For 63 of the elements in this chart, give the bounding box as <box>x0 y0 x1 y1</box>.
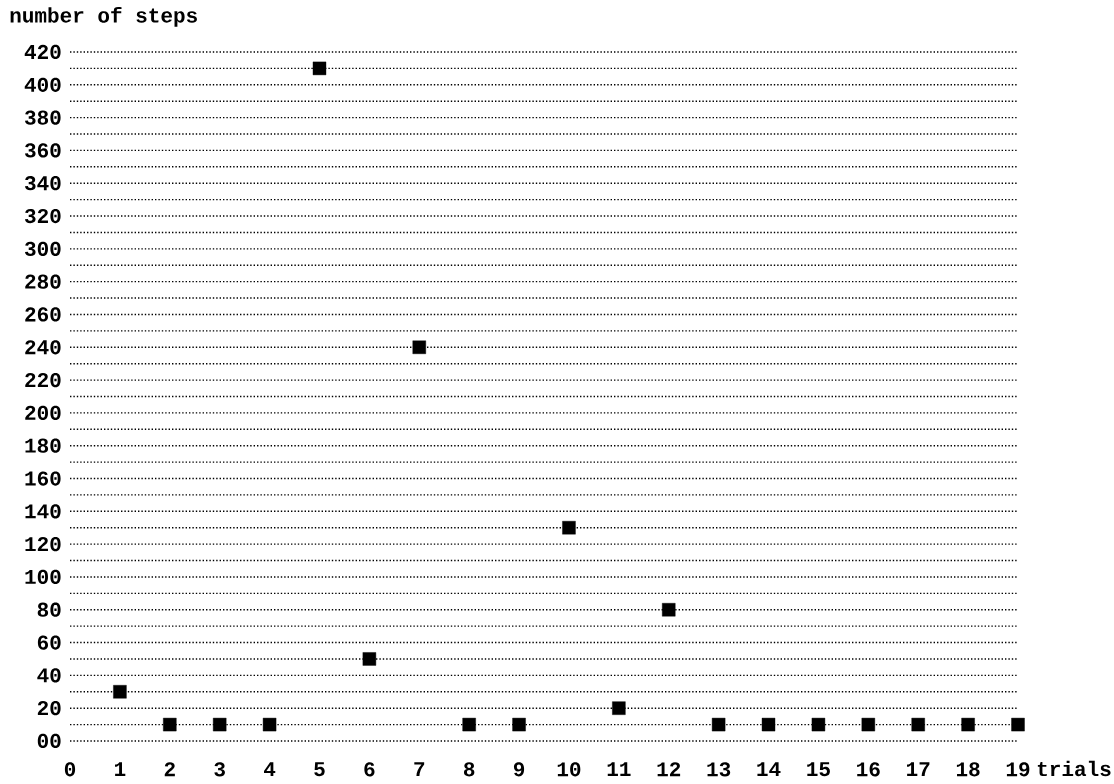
y-tick-label: 40 <box>37 668 61 683</box>
point <box>212 717 227 732</box>
y-tick-label: 140 <box>25 504 61 519</box>
y-tick-label: 340 <box>24 176 61 191</box>
y-tick-label: 280 <box>25 274 61 289</box>
y-tick-label: 120 <box>25 537 61 552</box>
x-tick-label: 9 <box>513 762 525 777</box>
x-tick-label: 14 <box>757 762 781 777</box>
point <box>113 685 127 699</box>
y-tick-label: 420 <box>24 44 61 60</box>
point <box>362 652 377 666</box>
y-axis-title: number of steps <box>10 6 197 27</box>
x-tick-label: 2 <box>164 762 175 777</box>
point <box>911 717 925 732</box>
x-tick-label: 4 <box>264 762 276 777</box>
y-tick-label: 300 <box>24 241 61 256</box>
y-tick-label: 400 <box>24 77 61 92</box>
x-tick-label: 15 <box>807 762 830 777</box>
point <box>761 717 776 732</box>
y-tick-label: 260 <box>25 307 61 322</box>
x-tick-label: 16 <box>857 762 880 777</box>
y-tick-label: 320 <box>24 208 61 224</box>
y-tick-label: 220 <box>25 372 61 388</box>
x-tick-label: 1 <box>115 762 126 777</box>
point <box>711 717 726 732</box>
y-tick-label: 360 <box>24 143 61 158</box>
point <box>662 603 676 617</box>
point <box>512 717 526 732</box>
y-tick-label: 180 <box>25 438 61 453</box>
x-tick-label: 11 <box>607 762 631 777</box>
x-tick-label: 0 <box>64 762 76 777</box>
point <box>312 61 327 76</box>
y-tick-label: 160 <box>25 471 61 486</box>
x-tick-label: 13 <box>707 762 731 777</box>
point <box>462 717 476 732</box>
x-tick-label: 6 <box>364 762 375 777</box>
x-tick-label: 18 <box>956 762 980 777</box>
x-tick-label: 17 <box>907 762 930 777</box>
point <box>412 340 426 354</box>
y-tick-label: 240 <box>25 340 61 355</box>
y-tick-label: 380 <box>24 110 61 125</box>
point <box>961 717 975 732</box>
point <box>163 717 177 732</box>
y-tick-label: 00 <box>37 733 61 749</box>
point <box>861 717 876 732</box>
x-tick-label: 7 <box>414 762 425 777</box>
x-tick-label: 10 <box>557 762 581 777</box>
point <box>612 701 626 715</box>
point <box>262 717 277 732</box>
y-tick-label: 60 <box>37 635 61 650</box>
point <box>562 521 576 535</box>
x-tick-label: 3 <box>214 762 225 777</box>
x-tick-label: 12 <box>657 762 681 777</box>
y-tick-label: 100 <box>25 569 61 585</box>
y-tick-label: 200 <box>25 405 61 421</box>
x-tick-label: 5 <box>314 762 325 777</box>
x-tick-label: 8 <box>463 762 475 777</box>
y-tick-label: 20 <box>37 701 61 716</box>
x-axis-title: trials <box>1037 760 1111 777</box>
y-tick-label: 80 <box>37 602 61 617</box>
point <box>811 717 826 732</box>
x-tick-label: 19 <box>1006 762 1030 777</box>
point <box>1011 717 1025 732</box>
